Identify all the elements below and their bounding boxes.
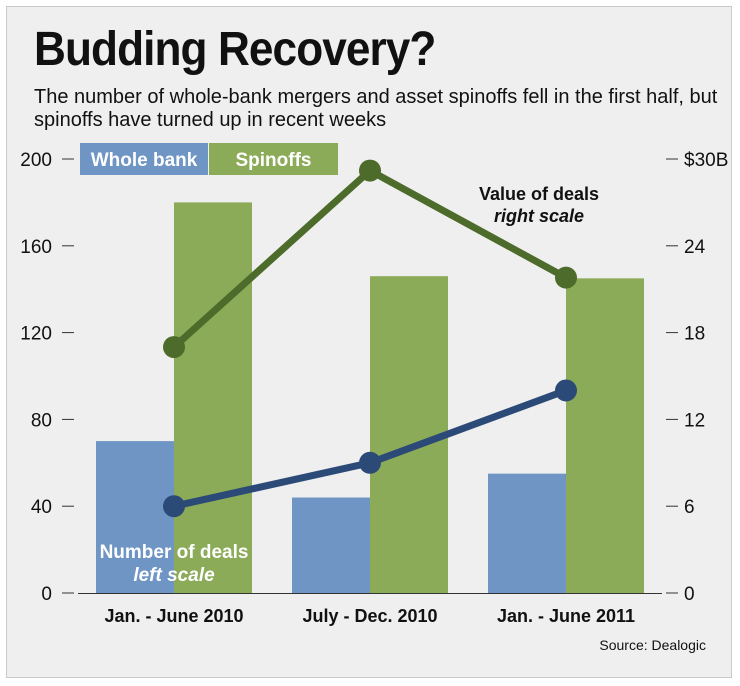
chart-source: Source: Dealogic — [599, 637, 706, 653]
right-tick-label: 18 — [684, 324, 705, 345]
right-tick-label: 12 — [684, 410, 705, 431]
legend-label-whole-bank: Whole bank — [91, 150, 198, 171]
right-tick-label: $30B — [684, 150, 728, 171]
legend-swatch-whole-bank — [80, 143, 208, 175]
x-tick-label: July - Dec. 2010 — [302, 606, 437, 626]
left-tick-label: 80 — [31, 410, 52, 431]
deal-value-line-point — [555, 266, 577, 289]
right-tick-label: 24 — [684, 237, 706, 258]
whole-bank-bar — [96, 441, 174, 593]
spinoffs-bar — [566, 278, 644, 593]
value-line-annotation: Value of deals — [479, 184, 599, 204]
value-line-scale-note: right scale — [494, 206, 584, 226]
legend-swatch-spinoffs — [209, 143, 338, 175]
chart-title: Budding Recovery? — [34, 23, 436, 76]
deal-count-line-point — [555, 379, 577, 402]
deal-count-line-point — [359, 451, 381, 474]
count-line-scale-note: left scale — [133, 565, 215, 586]
right-tick-label: 6 — [684, 497, 695, 518]
whole-bank-bar — [292, 497, 370, 593]
legend-label-spinoffs: Spinoffs — [236, 150, 312, 171]
left-tick-label: 160 — [20, 237, 52, 258]
x-tick-label: Jan. - June 2011 — [497, 606, 635, 626]
spinoffs-bar — [174, 202, 252, 593]
left-tick-label: 0 — [41, 584, 52, 605]
deal-value-line-point — [163, 336, 185, 359]
left-tick-label: 120 — [20, 324, 52, 345]
deal-value-line-point — [359, 159, 381, 182]
left-tick-label: 40 — [31, 497, 52, 518]
spinoffs-bar — [370, 276, 448, 593]
whole-bank-bar — [488, 473, 566, 593]
x-tick-label: Jan. - June 2010 — [104, 606, 243, 626]
chart-subtitle: The number of whole-bank mergers and ass… — [34, 86, 718, 131]
right-tick-label: 0 — [684, 584, 695, 605]
deal-count-line-point — [163, 495, 185, 518]
count-line-annotation: Number of deals — [100, 542, 249, 563]
left-tick-label: 200 — [20, 150, 52, 171]
